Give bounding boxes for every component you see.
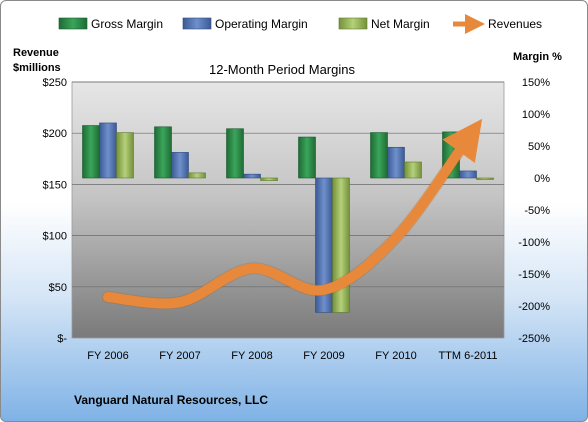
right-tick-label: -200%	[518, 301, 550, 313]
right-axis-title: Margin %	[513, 51, 562, 63]
legend-label-gross-margin: Gross Margin	[91, 17, 163, 31]
gridlines	[72, 81, 504, 288]
x-tick-label: FY 2006	[87, 350, 128, 362]
bar-gross-margin-fy-2007	[154, 126, 172, 179]
bar-operating-margin-ttm-6-2011	[459, 170, 477, 179]
x-tick-label: TTM 6-2011	[438, 350, 497, 362]
bar-net-margin-fy-2008	[260, 177, 278, 181]
bar-operating-margin-fy-2007	[171, 152, 189, 179]
left-axis-title-line2: $millions	[13, 62, 61, 74]
right-tick-label: 0%	[534, 173, 550, 185]
right-tick-label: -250%	[518, 333, 550, 345]
x-tick-label: FY 2009	[303, 350, 344, 362]
right-tick-label: -50%	[524, 205, 550, 217]
x-axis-ticks: FY 2006 FY 2007 FY 2008 FY 2009 FY 2010 TTM 6…	[87, 350, 497, 362]
bar-operating-margin-fy-2006	[99, 122, 117, 179]
right-tick-label: 50%	[528, 141, 550, 153]
legend-item-gross-margin: Gross Margin	[58, 17, 163, 31]
legend-swatch-operating-margin	[182, 17, 212, 30]
legend-item-revenues: Revenues	[453, 14, 542, 34]
revenue-line	[103, 118, 483, 309]
legend-swatch-net-margin	[338, 17, 368, 30]
left-tick-label: $250	[43, 77, 67, 89]
x-tick-label: FY 2010	[375, 350, 416, 362]
left-tick-label: $200	[43, 128, 67, 140]
right-tick-label: -150%	[518, 269, 550, 281]
bar-net-margin-fy-2007	[188, 172, 206, 179]
legend-label-operating-margin: Operating Margin	[215, 17, 308, 31]
bar-net-margin-fy-2006	[116, 132, 134, 179]
legend-swatch-gross-margin	[58, 17, 88, 30]
left-tick-label: $50	[49, 282, 67, 294]
chart-title: 12-Month Period Margins	[209, 62, 355, 77]
bar-gross-margin-fy-2008	[226, 128, 244, 179]
company-name: Vanguard Natural Resources, LLC	[74, 393, 268, 407]
bar-operating-margin-fy-2008	[243, 173, 261, 179]
right-axis-ticks: -250% -200% -150% -100% -50% 0% 50% 100% 150%	[518, 77, 550, 345]
legend-label-net-margin: Net Margin	[371, 17, 430, 31]
right-tick-label: 150%	[522, 77, 550, 89]
left-tick-label: $100	[43, 231, 67, 243]
bar-net-margin-fy-2010	[404, 161, 422, 179]
legend-label-revenues: Revenues	[488, 17, 542, 31]
bar-gross-margin-fy-2006	[82, 125, 100, 179]
right-tick-label: 100%	[522, 109, 550, 121]
left-tick-label: $150	[43, 179, 67, 191]
revenue-line-layer	[102, 118, 483, 310]
x-tick-label: FY 2008	[231, 350, 272, 362]
bar-net-margin-ttm-6-2011	[476, 177, 494, 180]
legend-item-net-margin: Net Margin	[338, 17, 430, 31]
bar-gross-margin-fy-2009	[298, 136, 316, 179]
left-axis-ticks: $- $50 $100 $150 $200 $250	[43, 77, 68, 345]
x-tick-label: FY 2007	[159, 350, 200, 362]
left-tick-label: $-	[57, 333, 67, 345]
bar-gross-margin-fy-2010	[370, 132, 388, 179]
right-tick-label: -100%	[518, 237, 550, 249]
legend: Gross Margin Operating Margin Net Margin…	[58, 14, 542, 34]
left-axis-title-line1: Revenue	[13, 47, 59, 59]
legend-item-operating-margin: Operating Margin	[182, 17, 308, 31]
bar-operating-margin-fy-2010	[387, 146, 405, 179]
plot-area	[71, 81, 505, 339]
